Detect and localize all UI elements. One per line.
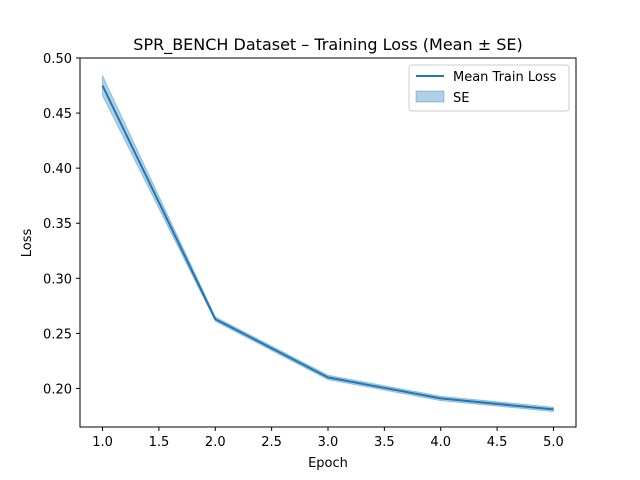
y-tick-label: 0.20 [43,382,72,397]
x-tick-label: 1.0 [92,435,113,450]
x-tick-label: 3.5 [374,435,395,450]
x-axis-label: Epoch [308,456,348,471]
plot-area [101,75,554,413]
y-axis-label: Loss [20,229,35,258]
x-tick-label: 2.0 [205,435,226,450]
x-tick-label: 1.5 [149,435,170,450]
legend: Mean Train Loss SE [408,64,570,112]
y-axis-ticks: 0.20 0.25 0.30 0.35 0.40 0.45 0.50 [43,52,80,397]
legend-label-mean-train-loss: Mean Train Loss [453,70,557,85]
x-tick-label: 5.0 [543,435,564,450]
legend-box [408,64,570,112]
x-tick-label: 3.0 [318,435,339,450]
se-band [102,75,554,413]
x-tick-label: 2.5 [261,435,282,450]
y-tick-label: 0.45 [43,107,72,122]
chart-title: SPR_BENCH Dataset – Training Loss (Mean … [133,35,522,55]
legend-band-swatch [415,90,445,103]
x-tick-label: 4.5 [487,435,508,450]
legend-label-se: SE [453,91,469,106]
y-tick-label: 0.40 [43,162,72,177]
y-tick-label: 0.35 [43,217,72,232]
x-tick-label: 4.0 [430,435,451,450]
y-tick-label: 0.50 [43,52,72,67]
y-tick-label: 0.25 [43,327,72,342]
y-tick-label: 0.30 [43,272,72,287]
mean-train-loss-line [101,85,554,411]
x-axis-ticks: 1.0 1.5 2.0 2.5 3.0 3.5 4.0 4.5 5.0 [92,427,564,450]
axes-frame [79,57,577,428]
